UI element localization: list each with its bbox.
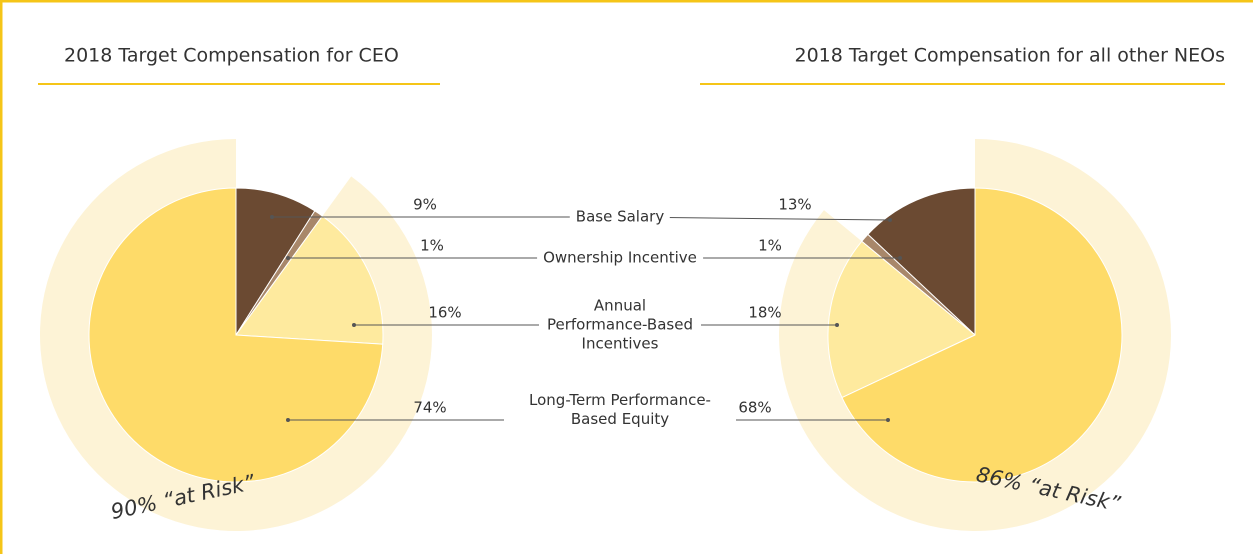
percent-label: 18% (748, 304, 781, 322)
category-label: Annual Performance-Based Incentives (539, 296, 701, 354)
percent-label: 68% (738, 399, 771, 417)
pie-slice (827, 240, 976, 399)
percent-label: 13% (778, 196, 811, 214)
pie-slice (88, 187, 384, 483)
leader-dot (286, 418, 290, 422)
pie-slice (867, 187, 976, 337)
percent-label: 74% (413, 399, 446, 417)
chart-title: 2018 Target Compensation for CEO (64, 45, 399, 67)
leader-dot (886, 418, 890, 422)
category-label: Base Salary (569, 207, 671, 227)
pie-slice (841, 187, 1123, 483)
leader-dot (352, 323, 356, 327)
percent-label: 16% (428, 304, 461, 322)
chart-title: 2018 Target Compensation for all other N… (794, 45, 1225, 67)
percent-label: 9% (413, 196, 437, 214)
leader-dot (898, 256, 902, 260)
category-label: Ownership Incentive (537, 248, 703, 268)
category-label: Long-Term Performance-Based Equity (504, 391, 736, 429)
pie-slice (235, 187, 316, 337)
leader-dot (835, 323, 839, 327)
percent-label: 1% (420, 237, 444, 255)
pie-slice (235, 215, 384, 345)
leader-dot (270, 215, 274, 219)
leader-dot (286, 256, 290, 260)
percent-label: 1% (758, 237, 782, 255)
leader-dot (888, 218, 892, 222)
